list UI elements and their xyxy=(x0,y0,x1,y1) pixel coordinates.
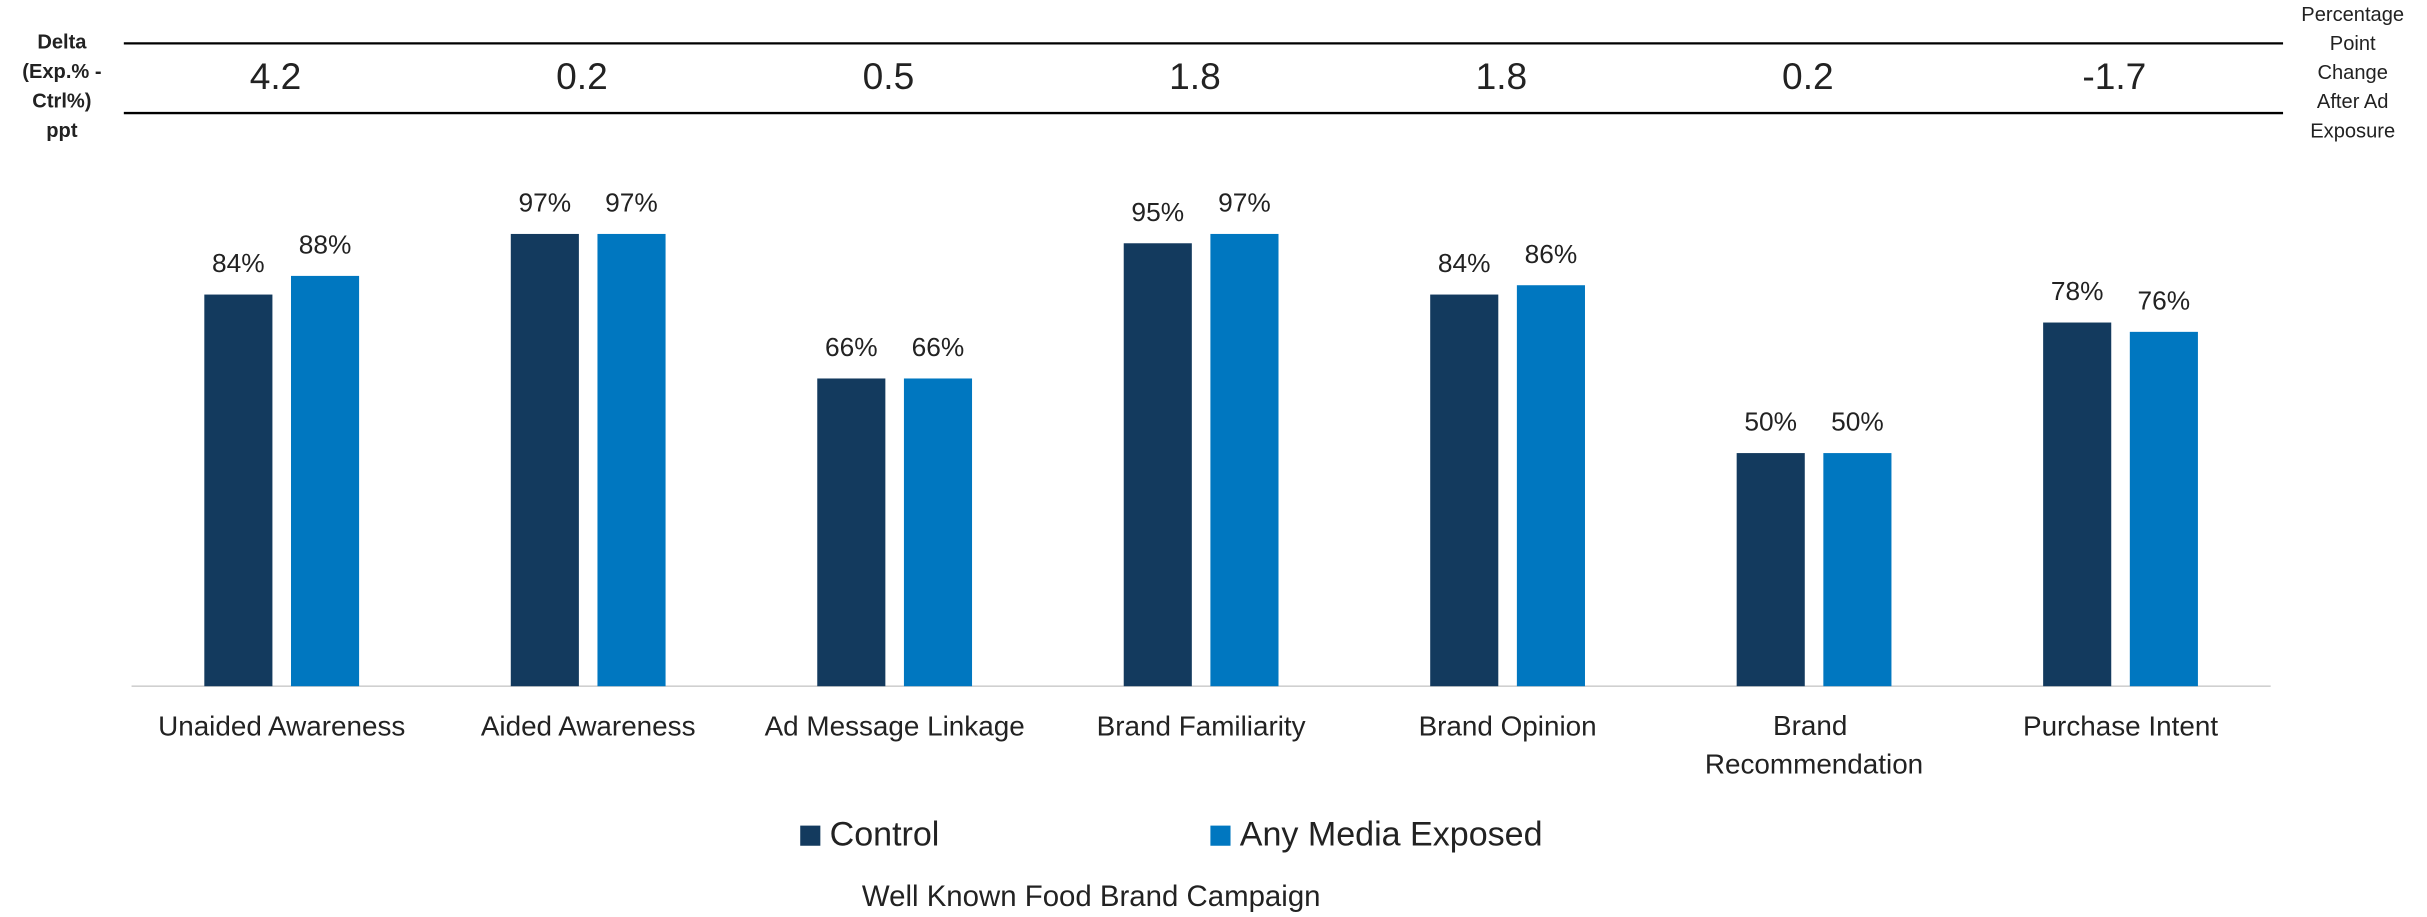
delta-value: -1.7 xyxy=(2082,55,2146,97)
delta-value: 1.8 xyxy=(1169,55,1221,97)
delta-note: Change xyxy=(2317,62,2387,84)
value-label: 66% xyxy=(825,332,878,362)
bar xyxy=(1823,453,1892,687)
x-tick-label: Aided Awareness xyxy=(481,710,696,741)
delta-value: 0.5 xyxy=(863,55,915,97)
bar xyxy=(204,294,273,687)
value-label: 84% xyxy=(1438,248,1491,278)
delta-label: ppt xyxy=(46,120,78,142)
value-label: 78% xyxy=(2051,276,2104,306)
delta-value: 0.2 xyxy=(1782,55,1834,97)
legend-swatch xyxy=(1210,825,1231,846)
x-tick-label: Purchase Intent xyxy=(2023,710,2218,741)
value-label: 97% xyxy=(605,187,658,217)
bar xyxy=(1430,294,1499,687)
value-label: 88% xyxy=(299,229,352,259)
value-label: 97% xyxy=(1218,187,1271,217)
delta-label: (Exp.% - xyxy=(22,61,101,83)
bar xyxy=(290,275,360,687)
x-tick-label: Unaided Awareness xyxy=(158,710,405,741)
x-tick-label: Brand Opinion xyxy=(1419,710,1597,741)
delta-value: 4.2 xyxy=(250,55,302,97)
legend-label: Control xyxy=(830,815,940,853)
x-tick-label: Brand Recommendation xyxy=(1705,710,1923,780)
bar xyxy=(597,233,666,687)
bar xyxy=(1123,243,1192,687)
legend-label: Any Media Exposed xyxy=(1240,815,1543,853)
delta-note: Point xyxy=(2330,33,2376,55)
legend-swatch xyxy=(800,825,821,846)
value-label: 86% xyxy=(1525,239,1578,269)
value-label: 95% xyxy=(1131,197,1184,227)
delta-note: Percentage xyxy=(2301,4,2404,26)
value-label: 84% xyxy=(212,248,265,278)
delta-note: After Ad xyxy=(2317,91,2389,113)
bar xyxy=(1210,233,1279,687)
bar xyxy=(1736,453,1805,687)
value-label: 50% xyxy=(1831,407,1884,437)
bar xyxy=(817,378,886,687)
bar xyxy=(903,378,973,687)
x-tick-label: Brand Familiarity xyxy=(1097,710,1306,741)
bar xyxy=(510,233,579,687)
value-label: 66% xyxy=(912,332,965,362)
delta-value: 1.8 xyxy=(1476,55,1528,97)
delta-label: Delta xyxy=(37,32,87,54)
chart-title: Well Known Food Brand Campaign xyxy=(862,880,1321,913)
delta-value: 0.2 xyxy=(556,55,608,97)
bar xyxy=(2043,322,2112,687)
value-label: 97% xyxy=(519,187,572,217)
bar xyxy=(2129,331,2198,687)
value-label: 76% xyxy=(2138,285,2191,315)
x-tick-label: Ad Message Linkage xyxy=(765,710,1025,741)
delta-label: Ctrl%) xyxy=(32,91,91,113)
value-label: 50% xyxy=(1744,407,1797,437)
delta-note: Exposure xyxy=(2310,120,2395,142)
bar xyxy=(1516,285,1585,687)
